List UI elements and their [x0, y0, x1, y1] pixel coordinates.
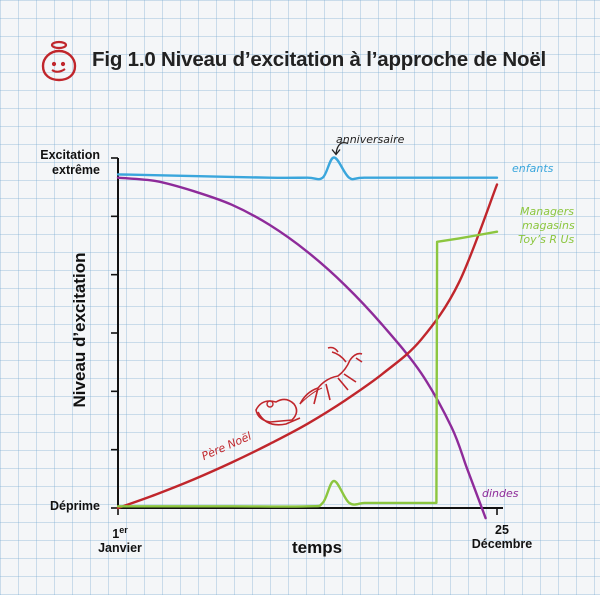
- series-layer: [116, 141, 499, 520]
- x-tick-start-line2: Janvier: [98, 541, 142, 556]
- legend-label-managers-line2: magasins: [522, 219, 575, 232]
- series-line-enfants: [116, 156, 499, 181]
- santa-sleigh-drawing: [255, 346, 363, 426]
- annotation-arrowhead: [331, 149, 341, 156]
- x-tick-end-line2: Décembre: [471, 537, 533, 551]
- x-tick-start-sup: er: [119, 525, 128, 535]
- y-tick-label-top: Excitation extrême: [40, 148, 100, 177]
- series-line-pere-noel: [116, 183, 499, 510]
- x-tick-end-main: 25: [495, 523, 509, 537]
- y-tick-label-bottom: Déprime: [49, 499, 100, 513]
- series-line-managers-magasins-toy-s-r-us: [116, 230, 499, 508]
- brand-logo: [41, 40, 77, 82]
- x-tick-label-start: 1er Janvier: [92, 523, 148, 555]
- legend-label-managers-line1: Managers: [520, 205, 574, 218]
- annotation-anniversaire: anniversaire: [336, 133, 405, 146]
- chart-axes: [111, 157, 503, 515]
- legend-label-managers-line3: Toy’s R Us: [518, 233, 575, 246]
- x-tick-start-main: 1: [112, 527, 120, 542]
- legend-label-dindes: dindes: [482, 487, 519, 500]
- series-line-dindes: [116, 176, 487, 520]
- legend-label-enfants: enfants: [512, 162, 554, 175]
- x-axis-label: temps: [292, 538, 343, 557]
- chart-title: Fig 1.0 Niveau d’excitation à l’approche…: [92, 48, 547, 71]
- annotation-arrow: [335, 141, 349, 154]
- x-tick-label-end: 25 Décembre: [462, 523, 542, 551]
